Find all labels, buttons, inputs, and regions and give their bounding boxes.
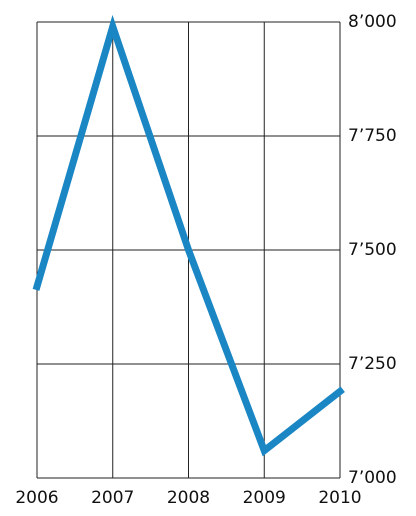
y-tick-label: 7’000 [348, 468, 397, 488]
y-tick-label: 7’250 [348, 354, 397, 374]
y-tick-label: 8’000 [348, 12, 397, 32]
x-tick-label: 2010 [318, 488, 361, 508]
y-tick-label: 7’750 [348, 126, 397, 146]
data-line [32, 14, 345, 457]
x-tick-label: 2008 [167, 488, 210, 508]
x-tick-label: 2007 [91, 488, 134, 508]
y-tick-label: 7’500 [348, 240, 397, 260]
x-tick-label: 2006 [15, 488, 58, 508]
x-tick-label: 2009 [243, 488, 286, 508]
